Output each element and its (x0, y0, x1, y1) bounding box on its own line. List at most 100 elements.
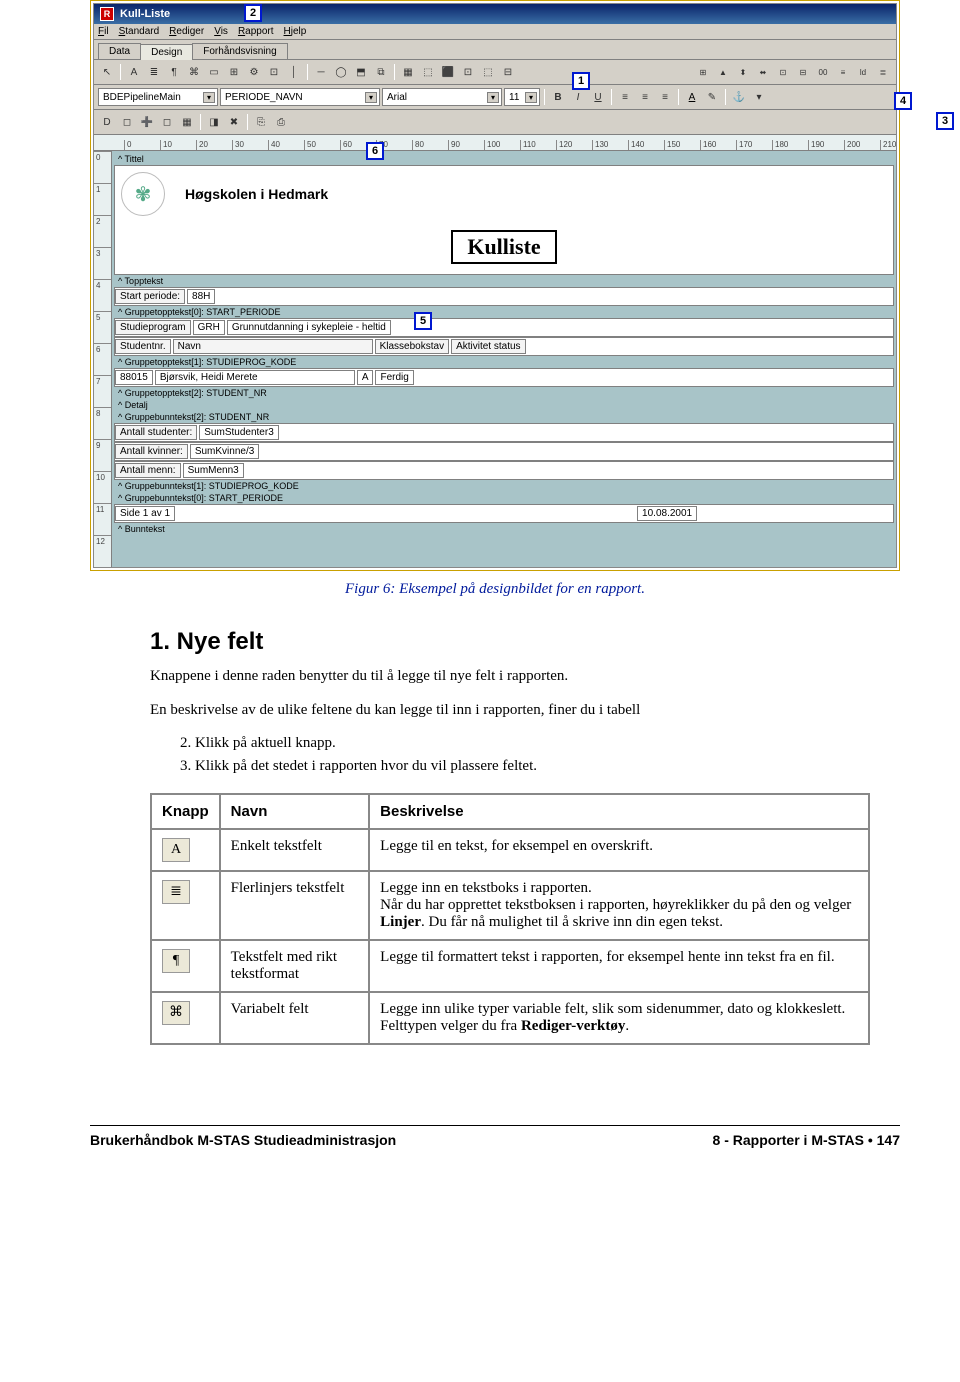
design-field[interactable]: Ferdig (375, 370, 413, 385)
align-tool-button[interactable]: ld (854, 63, 872, 81)
insert-tool-button[interactable]: ⌘ (185, 63, 203, 81)
insert-tool-button[interactable]: ▦ (399, 63, 417, 81)
design-field[interactable]: Side 1 av 1 (115, 506, 175, 521)
insert-tool-button[interactable]: A (125, 63, 143, 81)
band-content: Studentnr.NavnKlassebokstavAktivitet sta… (114, 337, 894, 356)
font-size-select[interactable]: 11 (504, 88, 540, 106)
insert-tool-button[interactable]: ▭ (205, 63, 223, 81)
tab-forhåndsvisning[interactable]: Forhåndsvisning (192, 43, 287, 59)
menu-item[interactable]: Standard (119, 26, 160, 37)
design-field[interactable]: GRH (193, 320, 225, 335)
font-color-button[interactable]: A (683, 88, 701, 106)
more-button[interactable]: ▾ (750, 88, 768, 106)
tab-data[interactable]: Data (98, 43, 141, 59)
menu-item[interactable]: Hjelp (284, 26, 307, 37)
list-step: 3. Klikk på det stedet i rapporten hvor … (180, 758, 900, 775)
design-field[interactable]: Bjørsvik, Heidi Merete (155, 370, 355, 385)
file-tool-button[interactable]: ⎘ (252, 113, 270, 131)
insert-tool-button[interactable]: ⊡ (459, 63, 477, 81)
tool-description: Legge inn en tekstboks i rapporten.Når d… (369, 871, 869, 940)
underline-button[interactable]: U (589, 88, 607, 106)
italic-button[interactable]: I (569, 88, 587, 106)
align-center-button[interactable]: ≡ (636, 88, 654, 106)
band-content: Start periode:88H (114, 287, 894, 306)
field-select[interactable]: PERIODE_NAVN (220, 88, 380, 106)
design-field[interactable]: Antall kvinner: (115, 444, 188, 459)
insert-tool-button[interactable]: ─ (312, 63, 330, 81)
design-field[interactable]: A (357, 370, 374, 385)
highlight-button[interactable]: ✎ (703, 88, 721, 106)
insert-tool-button[interactable]: ⬛ (439, 63, 457, 81)
menu-item[interactable]: Vis (214, 26, 228, 37)
align-tool-button[interactable]: ⊟ (794, 63, 812, 81)
design-field[interactable]: Navn (173, 339, 373, 354)
insert-tool-button[interactable]: ≣ (145, 63, 163, 81)
insert-tool-button[interactable]: ⬒ (352, 63, 370, 81)
design-field[interactable]: Klassebokstav (375, 339, 449, 354)
design-field[interactable]: Studentnr. (115, 339, 171, 354)
window-titlebar: R Kull-Liste (94, 4, 896, 24)
file-tool-button[interactable]: ◻ (118, 113, 136, 131)
table-header: Beskrivelse (369, 794, 869, 829)
band-label: ^ Gruppebunntekst[0]: START_PERIODE (114, 492, 894, 504)
design-field[interactable]: 88H (187, 289, 215, 304)
design-field[interactable]: Antall studenter: (115, 425, 197, 440)
file-tool-button[interactable]: ▦ (178, 113, 196, 131)
file-tool-button[interactable]: ✖ (225, 113, 243, 131)
bold-button[interactable]: B (549, 88, 567, 106)
tool-name: Variabelt felt (220, 992, 369, 1044)
design-field[interactable]: SumStudenter3 (199, 425, 279, 440)
design-field[interactable]: Antall menn: (115, 463, 181, 478)
insert-tool-button[interactable]: ⊡ (265, 63, 283, 81)
align-tool-button[interactable]: 00 (814, 63, 832, 81)
insert-tool-button[interactable]: ⬚ (419, 63, 437, 81)
align-tool-button[interactable]: ⬍ (734, 63, 752, 81)
align-tool-button[interactable]: ≣ (874, 63, 892, 81)
menu-item[interactable]: Fil (98, 26, 109, 37)
ruler-mark: 110 (520, 140, 556, 150)
align-tool-button[interactable]: ▲ (714, 63, 732, 81)
align-tool-button[interactable]: ≡ (834, 63, 852, 81)
body-paragraph: Knappene i denne raden benytter du til å… (150, 666, 900, 686)
insert-tool-button[interactable]: ⊟ (499, 63, 517, 81)
file-tool-button[interactable]: ◨ (205, 113, 223, 131)
align-tool-button[interactable]: ⬌ (754, 63, 772, 81)
design-field[interactable]: SumKvinne/3 (190, 444, 259, 459)
menu-item[interactable]: Rediger (169, 26, 204, 37)
file-tool-button[interactable]: ➕ (138, 113, 156, 131)
insert-tool-button[interactable]: ⧉ (372, 63, 390, 81)
align-tool-button[interactable]: ⊞ (694, 63, 712, 81)
tool-description: Legge inn ulike typer variable felt, sli… (369, 992, 869, 1044)
file-tool-button[interactable]: ⎙ (272, 113, 290, 131)
font-select[interactable]: Arial (382, 88, 502, 106)
tab-design[interactable]: Design (140, 44, 193, 60)
align-tool-button[interactable]: ⊡ (774, 63, 792, 81)
design-field[interactable]: Studieprogram (115, 320, 191, 335)
file-tool-button[interactable]: ◻ (158, 113, 176, 131)
table-row: ¶Tekstfelt med rikt tekstformatLegge til… (151, 940, 869, 992)
ruler-mark-v: 3 (94, 247, 111, 279)
insert-tool-button[interactable]: ¶ (165, 63, 183, 81)
anchor-button[interactable]: ⚓ (730, 88, 748, 106)
ruler-mark-v: 8 (94, 407, 111, 439)
design-field[interactable]: Grunnutdanning i sykepleie - heltid (227, 320, 391, 335)
design-field[interactable]: Start periode: (115, 289, 185, 304)
insert-tool-button[interactable]: ⊞ (225, 63, 243, 81)
design-field[interactable]: 88015 (115, 370, 153, 385)
menu-item[interactable]: Rapport (238, 26, 274, 37)
pipeline-select[interactable]: BDEPipelineMain (98, 88, 218, 106)
insert-tool-button[interactable]: ↖ (98, 63, 116, 81)
insert-tool-button[interactable]: ◯ (332, 63, 350, 81)
insert-tool-button[interactable]: ⬚ (479, 63, 497, 81)
band-label: ^ Gruppetopptekst[0]: START_PERIODE (114, 306, 894, 318)
design-field[interactable]: SumMenn3 (183, 463, 244, 478)
design-field[interactable]: Aktivitet status (451, 339, 525, 354)
ruler-mark: 10 (160, 140, 196, 150)
align-right-button[interactable]: ≡ (656, 88, 674, 106)
align-left-button[interactable]: ≡ (616, 88, 634, 106)
file-tool-button[interactable]: D (98, 113, 116, 131)
ruler-mark: 200 (844, 140, 880, 150)
design-field[interactable]: 10.08.2001 (637, 506, 697, 521)
insert-tool-button[interactable]: │ (285, 63, 303, 81)
insert-tool-button[interactable]: ⚙ (245, 63, 263, 81)
